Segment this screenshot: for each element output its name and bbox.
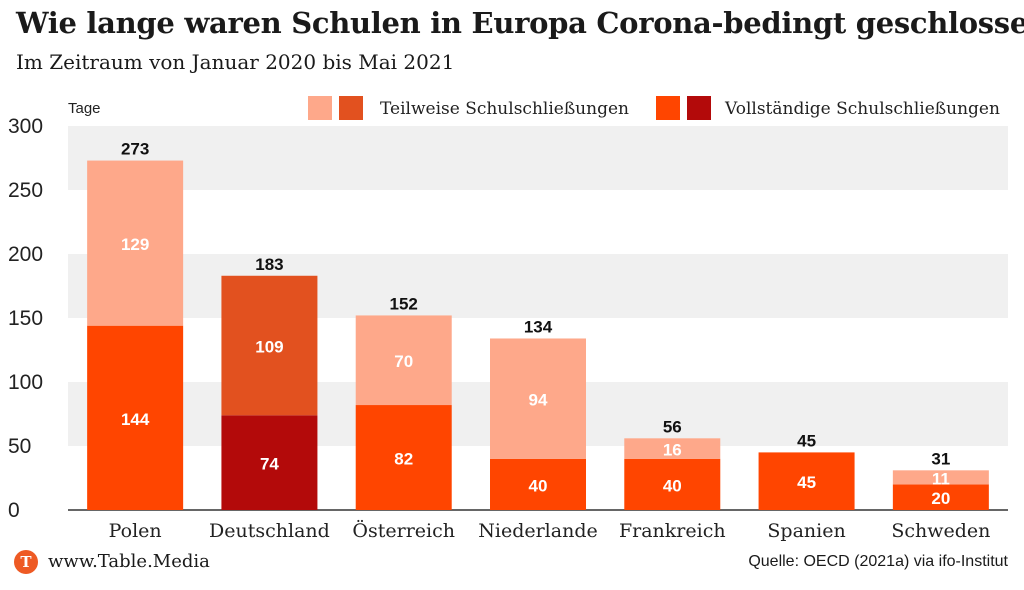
bar-full-closure (221, 415, 318, 510)
bar-partial-closure (87, 160, 184, 326)
bar-full-closure (892, 484, 989, 510)
bar-partial-closure (221, 275, 318, 416)
legend-swatch (339, 96, 363, 120)
bar-full-value-label: 40 (529, 476, 548, 495)
y-tick-label: 250 (8, 179, 43, 202)
chart-title: Wie lange waren Schulen in Europa Corona… (16, 6, 1024, 40)
x-category-label: Frankreich (619, 520, 726, 542)
bar-total-label: 56 (663, 417, 682, 436)
footer-site-link[interactable]: www.Table.Media (48, 551, 210, 572)
y-tick-label: 50 (8, 435, 31, 458)
bar-full-value-label: 40 (663, 476, 682, 495)
y-tick-label: 0 (8, 499, 20, 522)
bar-full-value-label: 45 (797, 473, 816, 492)
bar-full-value-label: 20 (931, 489, 950, 508)
bar-partial-value-label: 16 (663, 441, 682, 460)
y-tick-label: 150 (8, 307, 43, 330)
bar-partial-closure (355, 315, 452, 406)
x-category-label: Niederlande (478, 520, 597, 542)
legend-swatch (308, 96, 332, 120)
x-category-label: Polen (109, 520, 162, 542)
bar-total-label: 134 (524, 317, 553, 336)
bar-partial-value-label: 109 (255, 338, 283, 357)
bar-full-value-label: 74 (260, 455, 279, 474)
chart-subtitle: Im Zeitraum von Januar 2020 bis Mai 2021 (16, 50, 455, 74)
bar-total-label: 31 (931, 449, 950, 468)
bar-total-label: 273 (121, 140, 149, 159)
table-media-logo-icon: T (14, 550, 38, 574)
footer-source: Quelle: OECD (2021a) via ifo-Institut (748, 553, 1008, 570)
y-tick-label: 100 (8, 371, 43, 394)
bar-partial-closure (490, 338, 586, 459)
legend-swatch (687, 96, 711, 120)
bar-partial-value-label: 129 (121, 235, 149, 254)
bar-full-closure (624, 458, 721, 510)
y-axis-label: Tage (68, 100, 101, 117)
bar-full-closure (758, 452, 855, 510)
bar-partial-closure (892, 470, 989, 485)
grid-band (68, 254, 1008, 318)
bar-full-value-label: 82 (394, 450, 413, 469)
legend-swatch (656, 96, 680, 120)
legend-label: Teilweise Schulschließungen (380, 99, 629, 119)
y-tick-label: 200 (8, 243, 43, 266)
bar-total-label: 152 (390, 294, 418, 313)
y-tick-label: 300 (8, 115, 43, 138)
bar-partial-value-label: 70 (394, 352, 413, 371)
bar-full-value-label: 144 (121, 410, 150, 429)
grid-band (68, 126, 1008, 190)
bar-total-label: 183 (255, 255, 283, 274)
bar-partial-value-label: 11 (932, 469, 950, 488)
x-category-label: Deutschland (209, 520, 330, 542)
x-category-label: Schweden (891, 520, 990, 542)
legend-label: Vollständige Schulschließungen (724, 99, 1000, 119)
x-category-label: Österreich (352, 519, 455, 542)
bar-full-closure (490, 458, 586, 510)
bar-partial-value-label: 94 (529, 391, 548, 410)
bar-full-closure (87, 325, 184, 510)
bar-partial-closure (624, 438, 721, 459)
x-category-label: Spanien (767, 520, 845, 542)
bar-full-closure (355, 405, 452, 510)
bar-total-label: 45 (797, 431, 816, 450)
